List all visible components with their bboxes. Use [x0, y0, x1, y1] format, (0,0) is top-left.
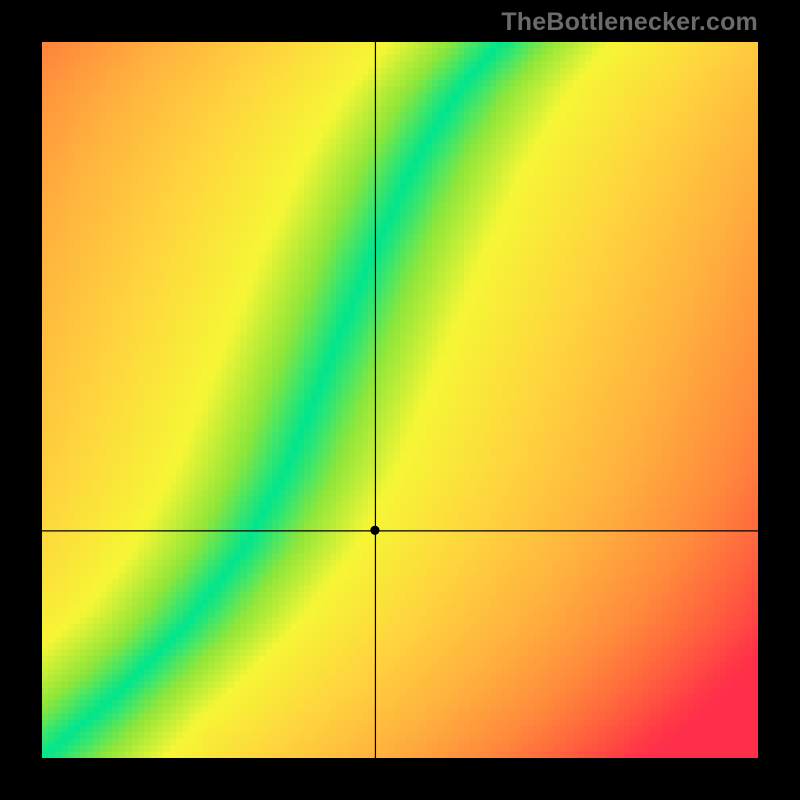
- bottleneck-heatmap: [42, 42, 758, 758]
- watermark-text: TheBottlenecker.com: [501, 8, 758, 37]
- chart-container: TheBottlenecker.com: [0, 0, 800, 800]
